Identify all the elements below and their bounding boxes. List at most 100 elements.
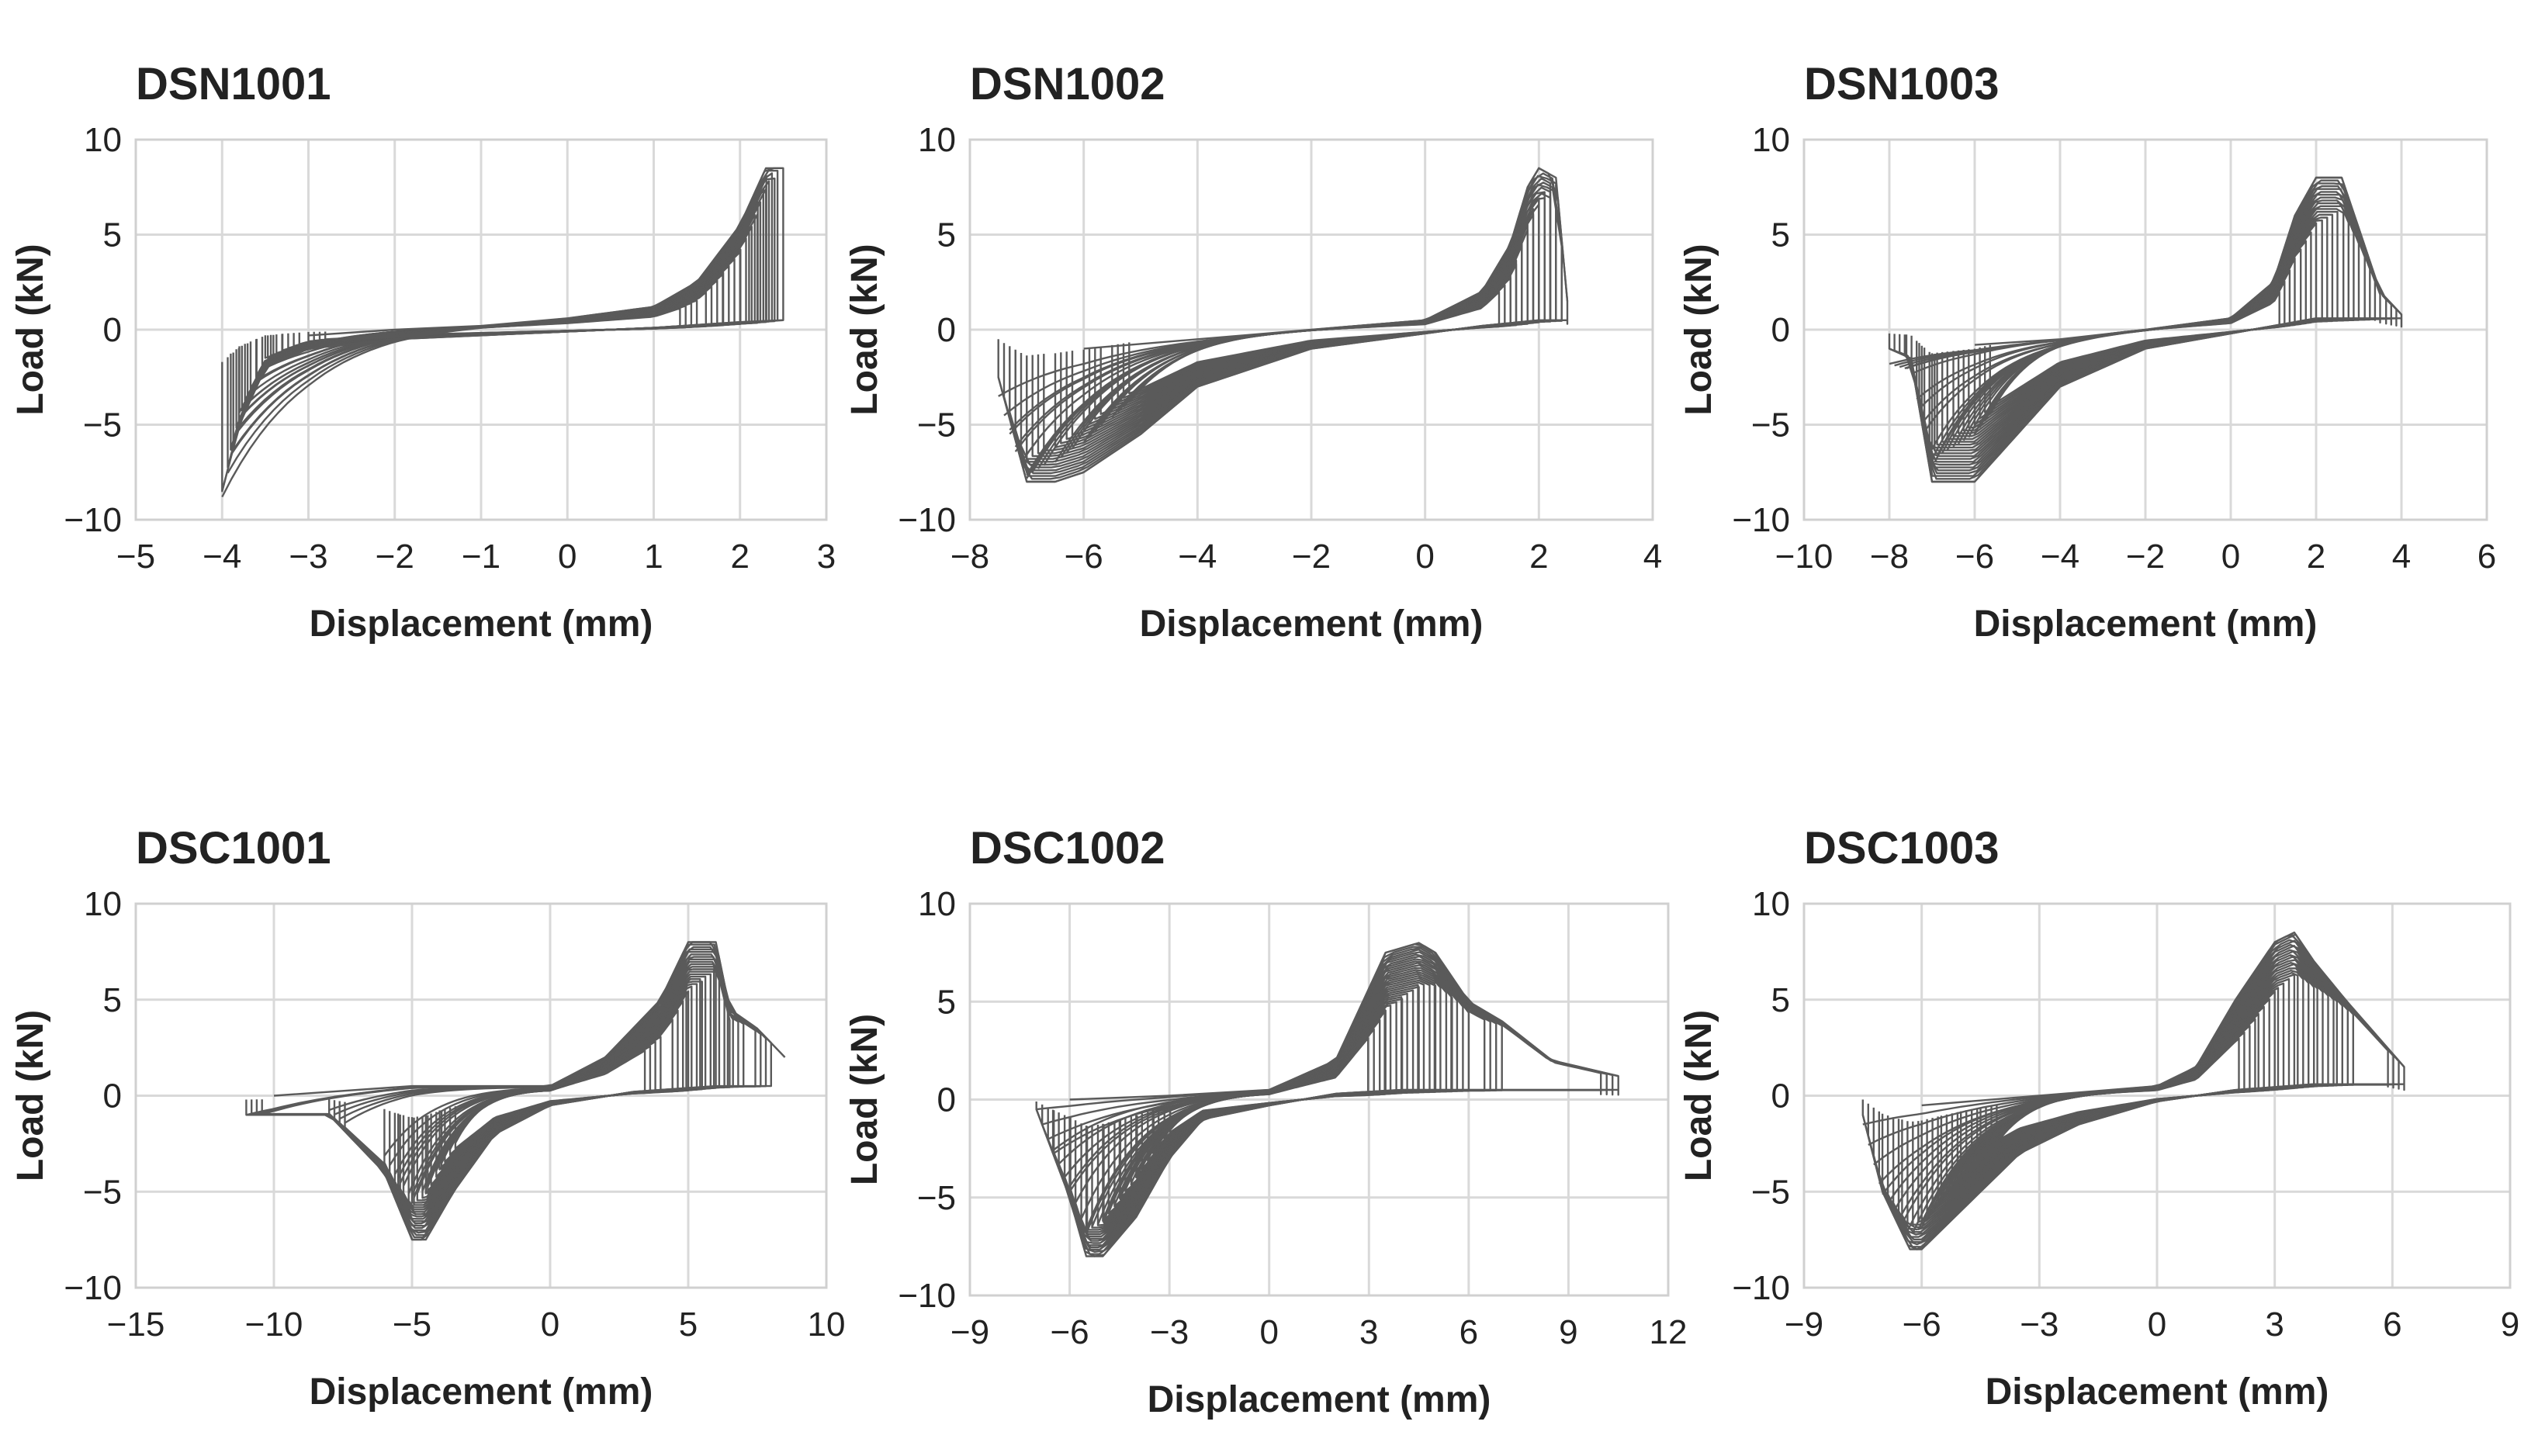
x-tick-label: −15 xyxy=(107,1306,165,1344)
x-tick-label: −3 xyxy=(289,538,327,576)
x-tick-label: 3 xyxy=(817,538,836,576)
y-tick-label: 10 xyxy=(918,121,956,159)
y-axis-label: Load (kN) xyxy=(10,244,51,415)
y-axis-label: Load (kN) xyxy=(1678,244,1719,415)
x-tick-label: 1 xyxy=(644,538,663,576)
envelope-positive-line xyxy=(1974,176,2402,346)
y-tick-label: −10 xyxy=(898,501,956,539)
x-axis-label: Displacement (mm) xyxy=(310,603,653,645)
envelope-positive-line xyxy=(1069,942,1619,1101)
x-tick-label: 2 xyxy=(731,538,750,576)
y-tick-label: 5 xyxy=(1771,981,1790,1019)
y-tick-label: 10 xyxy=(84,121,122,159)
x-tick-label: −2 xyxy=(2126,538,2165,576)
x-tick-label: 10 xyxy=(808,1306,846,1344)
envelope-negative-line xyxy=(997,319,1539,483)
y-tick-label: 0 xyxy=(103,311,122,349)
x-tick-label: 3 xyxy=(1359,1313,1378,1351)
x-tick-label: −4 xyxy=(203,538,241,576)
y-tick-label: 5 xyxy=(937,216,956,254)
x-axis-label: Displacement (mm) xyxy=(1148,1379,1491,1420)
hysteresis-loops xyxy=(997,167,1569,483)
y-tick-label: −5 xyxy=(1751,1173,1790,1211)
y-axis-label: Load (kN) xyxy=(10,1010,51,1181)
plot-frame xyxy=(968,138,1654,521)
y-tick-label: 10 xyxy=(918,885,956,923)
x-tick-label: −8 xyxy=(950,538,989,576)
x-tick-label: 2 xyxy=(2307,538,2325,576)
plot-frame xyxy=(1802,138,2488,521)
envelope-positive-line xyxy=(1921,931,2405,1107)
x-tick-label: −9 xyxy=(1785,1306,1823,1344)
plot-frame xyxy=(968,902,1670,1297)
y-tick-label: 0 xyxy=(1771,1077,1790,1115)
y-axis-label: Load (kN) xyxy=(844,1014,885,1185)
x-tick-label: 12 xyxy=(1650,1313,1688,1351)
x-tick-label: 4 xyxy=(2392,538,2411,576)
y-tick-label: 0 xyxy=(937,311,956,349)
x-tick-label: 6 xyxy=(2477,538,2496,576)
y-tick-label: −10 xyxy=(1732,1269,1790,1307)
y-tick-label: −10 xyxy=(64,501,122,539)
y-tick-label: 0 xyxy=(1771,311,1790,349)
y-tick-label: −5 xyxy=(917,1179,956,1217)
chart-panel-dsn1002: −8 −6 −4 −2 0 2 4 −10 −5 0 5 10 DSN1002 Displacement … xyxy=(844,59,1662,645)
chart-title: DSN1002 xyxy=(970,59,1165,109)
x-tick-label: −4 xyxy=(2041,538,2079,576)
chart-panel-dsc1001: −15 −10 −5 0 5 10−10−50510DSC1001Displacement… xyxy=(10,823,845,1413)
y-tick-label: 0 xyxy=(103,1077,122,1115)
envelope-positive-line xyxy=(273,941,786,1097)
x-tick-label: 2 xyxy=(1529,538,1548,576)
y-tick-label: −10 xyxy=(1732,501,1790,539)
envelope-negative-line xyxy=(246,1084,716,1241)
x-tick-label: −6 xyxy=(1065,538,1103,576)
x-tick-label: −2 xyxy=(1292,538,1331,576)
x-axis-label: Displacement (mm) xyxy=(1974,603,2318,645)
x-tick-label: 0 xyxy=(2221,538,2240,576)
plot-frame xyxy=(1802,902,2512,1289)
envelope-positive-line xyxy=(308,167,784,337)
x-tick-label: −8 xyxy=(1870,538,1909,576)
envelope-positive-line xyxy=(1083,167,1569,350)
x-tick-label: −6 xyxy=(1955,538,1994,576)
plot-frame xyxy=(134,138,828,521)
x-tick-label: 9 xyxy=(2501,1306,2519,1344)
x-tick-label: 0 xyxy=(541,1306,559,1344)
y-tick-label: −10 xyxy=(64,1269,122,1307)
x-tick-label: 3 xyxy=(2265,1306,2284,1344)
x-tick-label: 0 xyxy=(1415,538,1434,576)
envelope-negative-line xyxy=(1861,1083,2315,1250)
x-tick-label: −6 xyxy=(1903,1306,1941,1344)
x-tick-label: −2 xyxy=(376,538,414,576)
y-axis-label: Load (kN) xyxy=(844,244,885,415)
hysteresis-cycle xyxy=(230,177,776,456)
x-axis-label: Displacement (mm) xyxy=(310,1371,653,1413)
plot-frame xyxy=(134,902,828,1289)
y-tick-label: −5 xyxy=(917,406,956,444)
y-tick-label: −5 xyxy=(83,1173,122,1211)
x-tick-label: −5 xyxy=(116,538,155,576)
hysteresis-cycle xyxy=(1009,175,1557,477)
chart-panel-dsn1001: −5 −4 −3 −2 −1 0 1 2 3−10−50510DSN1001Displaceme… xyxy=(10,59,836,645)
x-axis-label: Displacement (mm) xyxy=(1140,603,1484,645)
x-tick-label: 0 xyxy=(1259,1313,1278,1351)
hysteresis-loops xyxy=(1035,942,1619,1257)
x-tick-label: 4 xyxy=(1643,538,1662,576)
x-tick-label: −3 xyxy=(2020,1306,2059,1344)
chart-title: DSN1003 xyxy=(1804,59,1999,109)
chart-title: DSN1001 xyxy=(136,59,331,109)
chart-title: DSC1002 xyxy=(970,823,1165,873)
x-tick-label: 6 xyxy=(1459,1313,1478,1351)
hysteresis-cycle xyxy=(1928,205,2349,455)
y-tick-label: 5 xyxy=(103,981,122,1019)
hysteresis-loops xyxy=(245,941,772,1241)
x-tick-label: −4 xyxy=(1178,538,1217,576)
x-tick-label: 9 xyxy=(1559,1313,1577,1351)
y-tick-label: 5 xyxy=(937,983,956,1021)
y-tick-label: 10 xyxy=(84,885,122,923)
x-tick-label: −10 xyxy=(245,1306,303,1344)
chart-panel-dsc1003: −9 −6 −3 0 3 6 9 −10 −5 0 5 10 DSC1003 Displacement (… xyxy=(1678,823,2519,1413)
hysteresis-cycle xyxy=(235,180,770,434)
envelope-negative-line xyxy=(1035,1088,1403,1257)
